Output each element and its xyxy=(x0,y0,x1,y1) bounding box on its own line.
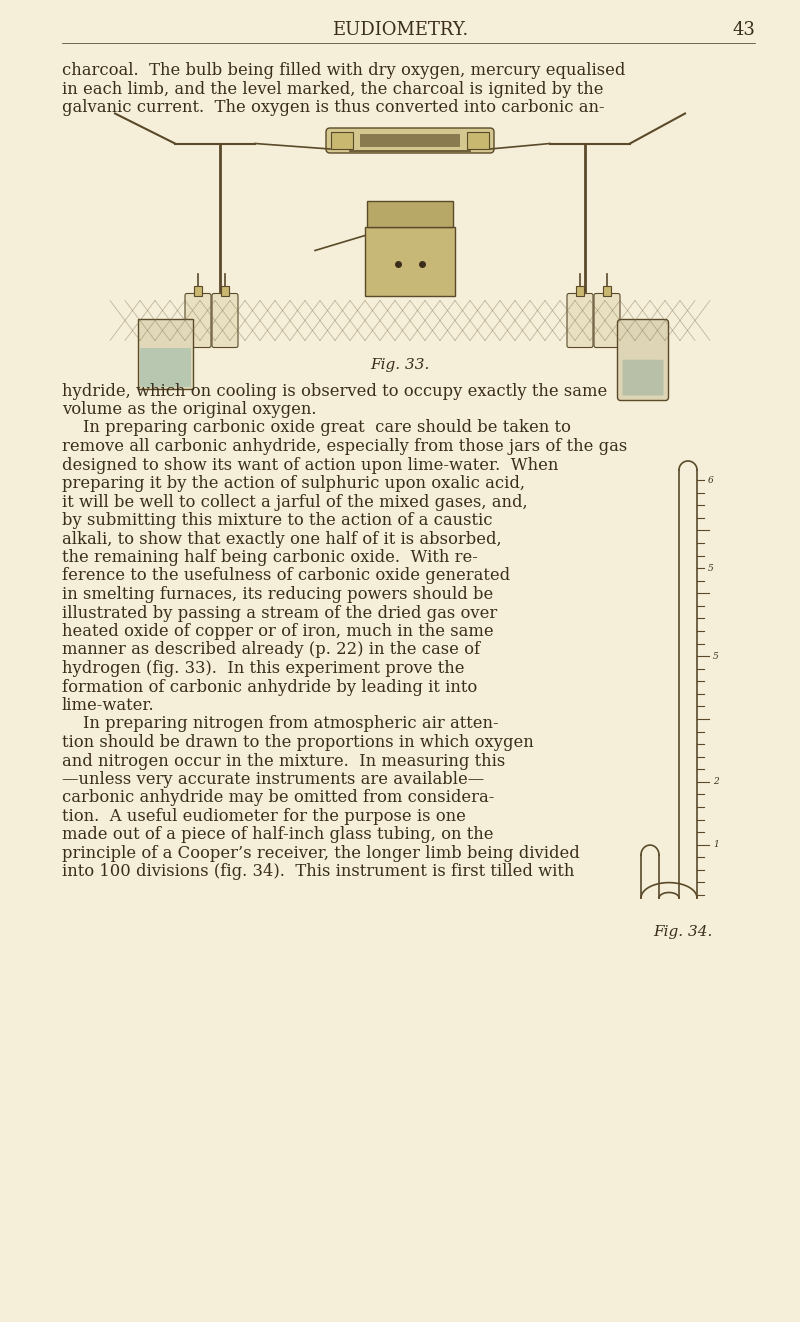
Text: remove all carbonic anhydride, especially from those jars of the gas: remove all carbonic anhydride, especiall… xyxy=(62,438,627,455)
Text: charcoal.  The bulb being filled with dry oxygen, mercury equalised: charcoal. The bulb being filled with dry… xyxy=(62,62,626,79)
Bar xyxy=(331,132,353,149)
Text: the remaining half being carbonic oxide.  With re-: the remaining half being carbonic oxide.… xyxy=(62,549,478,566)
FancyBboxPatch shape xyxy=(594,293,620,348)
Text: Fig. 33.: Fig. 33. xyxy=(370,358,430,373)
Text: principle of a Cooper’s receiver, the longer limb being divided: principle of a Cooper’s receiver, the lo… xyxy=(62,845,580,862)
Bar xyxy=(467,132,489,149)
Text: 5: 5 xyxy=(713,652,718,661)
Text: carbonic anhydride may be omitted from considera-: carbonic anhydride may be omitted from c… xyxy=(62,789,494,806)
Bar xyxy=(360,134,460,147)
FancyBboxPatch shape xyxy=(618,320,669,401)
Text: manner as described already (p. 22) in the case of: manner as described already (p. 22) in t… xyxy=(62,641,480,658)
Text: alkali, to show that exactly one half of it is absorbed,: alkali, to show that exactly one half of… xyxy=(62,530,502,547)
Bar xyxy=(138,319,193,389)
Text: 6: 6 xyxy=(708,476,714,485)
Bar xyxy=(139,348,190,386)
Text: In preparing nitrogen from atmospheric air atten-: In preparing nitrogen from atmospheric a… xyxy=(62,715,498,732)
Text: 2: 2 xyxy=(713,777,718,787)
Text: and nitrogen occur in the mixture.  In measuring this: and nitrogen occur in the mixture. In me… xyxy=(62,752,506,769)
Text: 1: 1 xyxy=(713,841,718,849)
Text: 43: 43 xyxy=(732,21,755,40)
FancyBboxPatch shape xyxy=(212,293,238,348)
FancyBboxPatch shape xyxy=(326,128,494,153)
Bar xyxy=(603,286,611,296)
Text: hydride, which on cooling is observed to occupy exactly the same: hydride, which on cooling is observed to… xyxy=(62,382,607,399)
Bar xyxy=(576,286,584,296)
Text: Fig. 34.: Fig. 34. xyxy=(654,925,713,939)
Text: volume as the original oxygen.: volume as the original oxygen. xyxy=(62,401,317,418)
Text: In preparing carbonic oxide great  care should be taken to: In preparing carbonic oxide great care s… xyxy=(62,419,571,436)
FancyBboxPatch shape xyxy=(567,293,593,348)
Bar xyxy=(221,286,229,296)
Text: in each limb, and the level marked, the charcoal is ignited by the: in each limb, and the level marked, the … xyxy=(62,81,603,98)
Text: into 100 divisions (fig. 34).  This instrument is first tilled with: into 100 divisions (fig. 34). This instr… xyxy=(62,863,574,880)
Text: heated oxide of copper or of iron, much in the same: heated oxide of copper or of iron, much … xyxy=(62,623,494,640)
Text: —unless very accurate instruments are available—: —unless very accurate instruments are av… xyxy=(62,771,484,788)
Text: it will be well to collect a jarful of the mixed gases, and,: it will be well to collect a jarful of t… xyxy=(62,493,528,510)
Text: in smelting furnaces, its reducing powers should be: in smelting furnaces, its reducing power… xyxy=(62,586,494,603)
Text: tion should be drawn to the proportions in which oxygen: tion should be drawn to the proportions … xyxy=(62,734,534,751)
Text: hydrogen (fig. 33).  In this experiment prove the: hydrogen (fig. 33). In this experiment p… xyxy=(62,660,465,677)
Text: by submitting this mixture to the action of a caustic: by submitting this mixture to the action… xyxy=(62,512,493,529)
Text: made out of a piece of half-inch glass tubing, on the: made out of a piece of half-inch glass t… xyxy=(62,826,494,843)
FancyBboxPatch shape xyxy=(622,360,663,395)
Text: galvanic current.  The oxygen is thus converted into carbonic an-: galvanic current. The oxygen is thus con… xyxy=(62,99,605,116)
Text: illustrated by passing a stream of the dried gas over: illustrated by passing a stream of the d… xyxy=(62,604,498,621)
Text: preparing it by the action of sulphuric upon oxalic acid,: preparing it by the action of sulphuric … xyxy=(62,475,525,492)
Text: designed to show its want of action upon lime-water.  When: designed to show its want of action upon… xyxy=(62,456,558,473)
Bar xyxy=(367,201,453,227)
FancyBboxPatch shape xyxy=(185,293,211,348)
Text: 5: 5 xyxy=(708,563,714,572)
Text: EUDIOMETRY.: EUDIOMETRY. xyxy=(332,21,468,40)
Text: formation of carbonic anhydride by leading it into: formation of carbonic anhydride by leadi… xyxy=(62,678,478,695)
Text: tion.  A useful eudiometer for the purpose is one: tion. A useful eudiometer for the purpos… xyxy=(62,808,466,825)
Bar xyxy=(365,227,455,296)
Text: lime-water.: lime-water. xyxy=(62,697,154,714)
Bar xyxy=(194,286,202,296)
Text: ference to the usefulness of carbonic oxide generated: ference to the usefulness of carbonic ox… xyxy=(62,567,510,584)
